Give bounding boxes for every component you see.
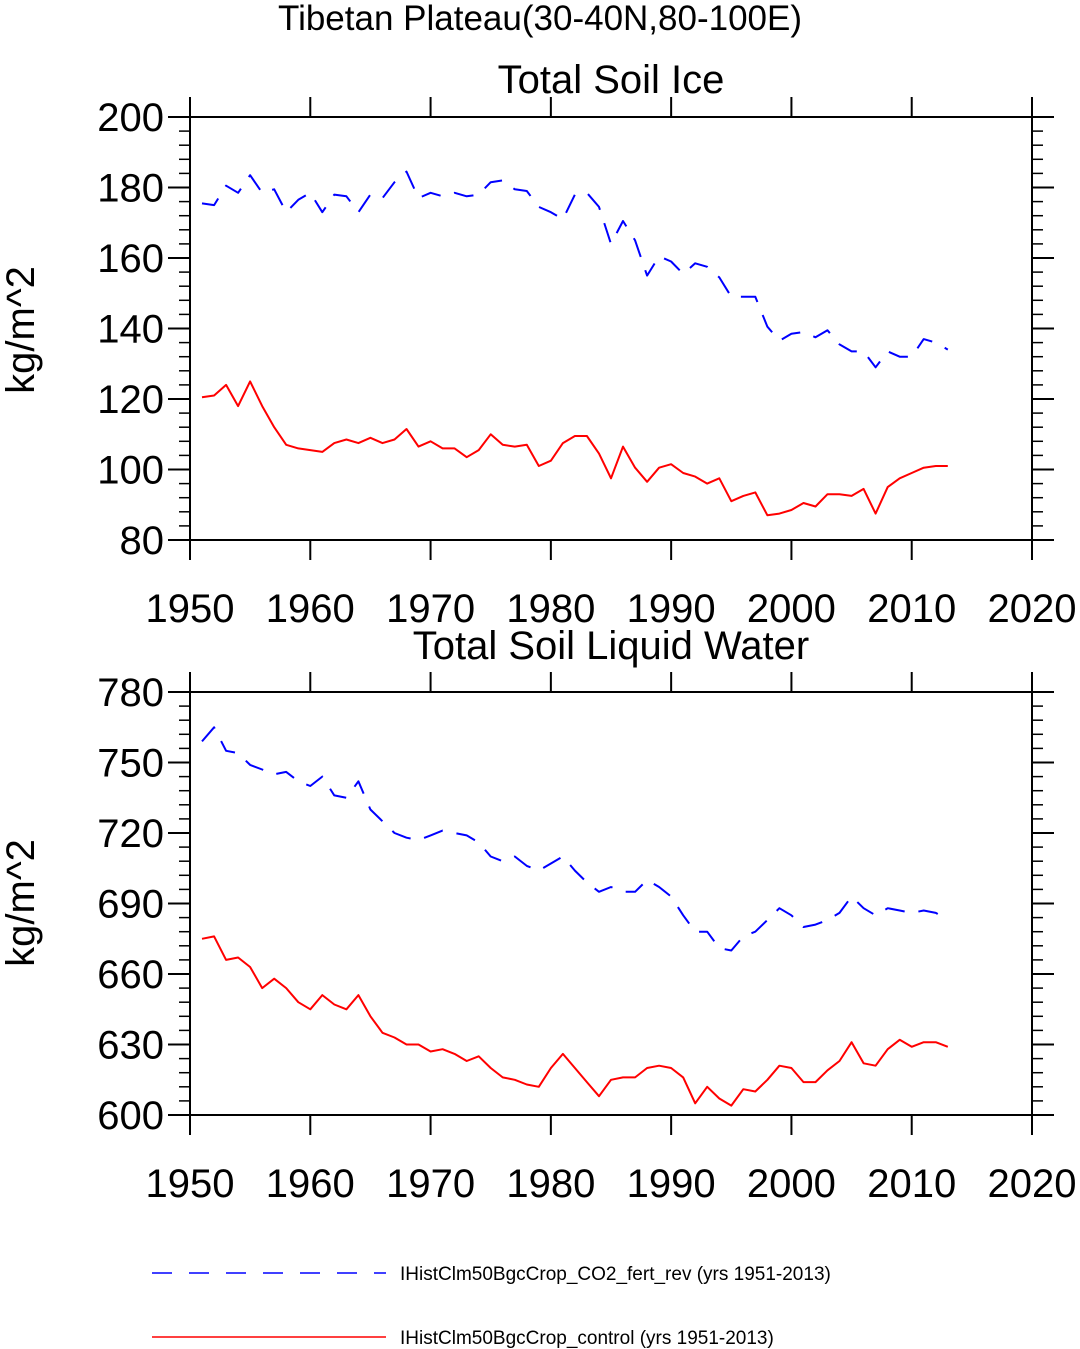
y-tick-label: 180 bbox=[97, 167, 164, 211]
y-tick-label: 140 bbox=[97, 308, 164, 352]
y-tick-label: 690 bbox=[97, 883, 164, 927]
x-tick-label: 1980 bbox=[506, 587, 595, 631]
x-tick-label: 1990 bbox=[627, 1162, 716, 1206]
x-tick-label: 2000 bbox=[747, 587, 836, 631]
x-tick-label: 1970 bbox=[386, 587, 475, 631]
y-axis-label: kg/m^2 bbox=[0, 266, 43, 394]
page-title: Tibetan Plateau(30-40N,80-100E) bbox=[278, 0, 802, 38]
legend-label: IHistClm50BgcCrop_control (yrs 1951-2013… bbox=[400, 1328, 774, 1349]
legend-label: IHistClm50BgcCrop_CO2_fert_rev (yrs 1951… bbox=[400, 1264, 831, 1285]
x-tick-label: 2020 bbox=[988, 1162, 1077, 1206]
y-axis-label: kg/m^2 bbox=[0, 839, 43, 967]
y-tick-label: 630 bbox=[97, 1024, 164, 1068]
x-tick-label: 1980 bbox=[506, 1162, 595, 1206]
series-line-co2-fert-rev bbox=[201, 170, 949, 369]
chart-total-soil-liquid-water: Total Soil Liquid Water kg/m^2 600 630 660… bbox=[0, 624, 1076, 1206]
chart-total-soil-ice: Total Soil Ice kg/m^2 80 100 120 140 160 180 2… bbox=[0, 58, 1076, 631]
x-tick-label: 2010 bbox=[867, 1162, 956, 1206]
legend: IHistClm50BgcCrop_CO2_fert_rev (yrs 1951… bbox=[152, 1264, 831, 1349]
y-tick-label: 200 bbox=[97, 96, 164, 140]
y-tick-label: 120 bbox=[97, 378, 164, 422]
y-tick-label: 660 bbox=[97, 953, 164, 997]
x-tick-label: 1990 bbox=[627, 587, 716, 631]
series-line-co2-fert-rev bbox=[201, 726, 949, 952]
x-tick-label: 1970 bbox=[386, 1162, 475, 1206]
y-tick-label: 780 bbox=[97, 671, 164, 715]
chart-title: Total Soil Liquid Water bbox=[413, 624, 809, 668]
x-tick-label: 1960 bbox=[266, 1162, 355, 1206]
y-tick-label: 600 bbox=[97, 1094, 164, 1138]
plot-frame bbox=[189, 116, 1033, 541]
x-tick-label: 2010 bbox=[867, 587, 956, 631]
legend-item: IHistClm50BgcCrop_control (yrs 1951-2013… bbox=[152, 1328, 774, 1349]
y-tick-label: 720 bbox=[97, 812, 164, 856]
x-tick-label: 2000 bbox=[747, 1162, 836, 1206]
legend-item: IHistClm50BgcCrop_CO2_fert_rev (yrs 1951… bbox=[152, 1264, 831, 1285]
y-tick-label: 100 bbox=[97, 449, 164, 493]
series-line-control bbox=[201, 935, 949, 1107]
y-tick-label: 160 bbox=[97, 237, 164, 281]
x-tick-label: 1950 bbox=[146, 587, 235, 631]
x-tick-label: 2020 bbox=[988, 587, 1077, 631]
x-tick-label: 1960 bbox=[266, 587, 355, 631]
plot-frame bbox=[189, 691, 1033, 1116]
y-tick-label: 750 bbox=[97, 742, 164, 786]
x-tick-label: 1950 bbox=[146, 1162, 235, 1206]
chart-title: Total Soil Ice bbox=[498, 58, 725, 102]
series-line-control bbox=[201, 380, 948, 517]
y-tick-label: 80 bbox=[120, 519, 165, 563]
